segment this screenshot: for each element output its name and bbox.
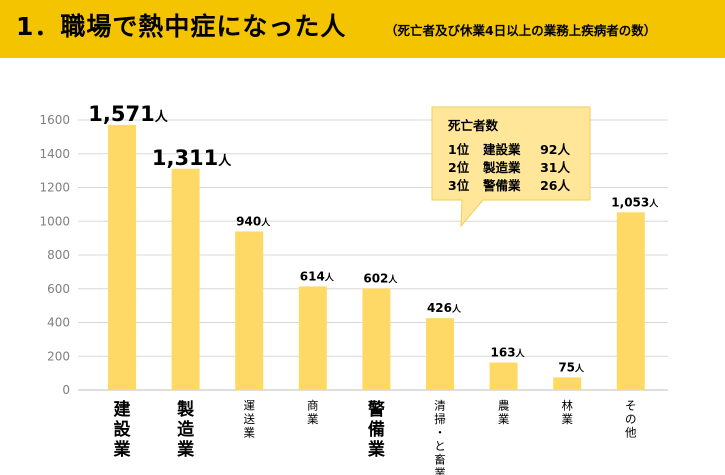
y-tick-label: 1000 bbox=[39, 214, 70, 228]
y-axis-ticks: 0 200 400 600 800 1000 1200 1400 1600 bbox=[39, 113, 70, 397]
value-label-8: 75人 bbox=[558, 360, 585, 374]
bar-7 bbox=[489, 362, 518, 390]
callout-count-1: 92人 bbox=[540, 142, 570, 157]
category-label-4: 商業 bbox=[307, 399, 319, 427]
death-count-callout: 死亡者数 1位 建設業 92人 2位 製造業 31人 3位 警備業 26人 bbox=[431, 106, 591, 228]
category-label-6: 清掃・と畜業 bbox=[434, 399, 446, 475]
y-tick-label: 1400 bbox=[39, 147, 70, 161]
page-subtitle: （死亡者及び休業4日以上の業務上疾病者の数） bbox=[385, 23, 657, 38]
bar-3 bbox=[235, 231, 264, 390]
value-label-9: 1,053人 bbox=[611, 195, 659, 209]
y-tick-label: 400 bbox=[47, 316, 70, 330]
header-banner: 1．職場で熱中症になった人 （死亡者及び休業4日以上の業務上疾病者の数） bbox=[0, 0, 725, 58]
callout-rank-2: 2位 bbox=[448, 160, 470, 175]
value-label-7: 163人 bbox=[491, 345, 526, 359]
value-label-3: 940人 bbox=[236, 214, 271, 228]
y-tick-label: 0 bbox=[62, 383, 70, 397]
callout-count-3: 26人 bbox=[540, 178, 570, 193]
callout-industry-1: 建設業 bbox=[483, 142, 521, 157]
page-title: 1．職場で熱中症になった人 bbox=[16, 12, 347, 41]
category-labels: 建設業 製造業 運送業 商業 警備業 清掃・と畜業 農業 林業 その他 bbox=[114, 399, 638, 475]
value-labels: 1,571人 1,311人 940人 614人 602人 426人 163人 75人 1,053… bbox=[88, 102, 659, 374]
callout-rank-3: 3位 bbox=[448, 178, 470, 193]
bar-4 bbox=[298, 286, 327, 390]
category-label-3: 運送業 bbox=[243, 399, 255, 440]
callout-industry-3: 警備業 bbox=[482, 178, 521, 193]
callout-rank-1: 1位 bbox=[448, 142, 470, 157]
bar-1 bbox=[108, 124, 136, 391]
y-tick-label: 800 bbox=[47, 248, 70, 262]
category-label-1: 建設業 bbox=[114, 399, 132, 460]
bar-6 bbox=[426, 318, 454, 390]
value-label-6: 426人 bbox=[427, 301, 462, 315]
bars bbox=[108, 124, 645, 391]
y-tick-label: 1600 bbox=[39, 113, 70, 127]
category-label-5: 警備業 bbox=[367, 399, 385, 460]
value-label-4: 614人 bbox=[300, 269, 335, 283]
y-tick-label: 200 bbox=[47, 349, 70, 363]
value-label-1: 1,571人 bbox=[88, 102, 168, 126]
y-tick-label: 1200 bbox=[39, 181, 70, 195]
category-label-8: 林業 bbox=[561, 399, 573, 427]
callout-title: 死亡者数 bbox=[447, 118, 499, 133]
value-label-2: 1,311人 bbox=[152, 146, 232, 170]
bar-5 bbox=[362, 288, 391, 390]
category-label-7: 農業 bbox=[498, 399, 510, 427]
category-label-2: 製造業 bbox=[176, 399, 195, 460]
y-tick-label: 600 bbox=[47, 282, 70, 296]
callout-box bbox=[431, 106, 591, 228]
category-label-9: その他 bbox=[625, 399, 637, 440]
value-label-5: 602人 bbox=[363, 271, 398, 285]
callout-count-2: 31人 bbox=[540, 160, 570, 175]
bar-9 bbox=[616, 212, 645, 390]
callout-industry-2: 製造業 bbox=[482, 160, 521, 175]
bar-2 bbox=[171, 168, 200, 390]
bar-8 bbox=[553, 377, 582, 390]
